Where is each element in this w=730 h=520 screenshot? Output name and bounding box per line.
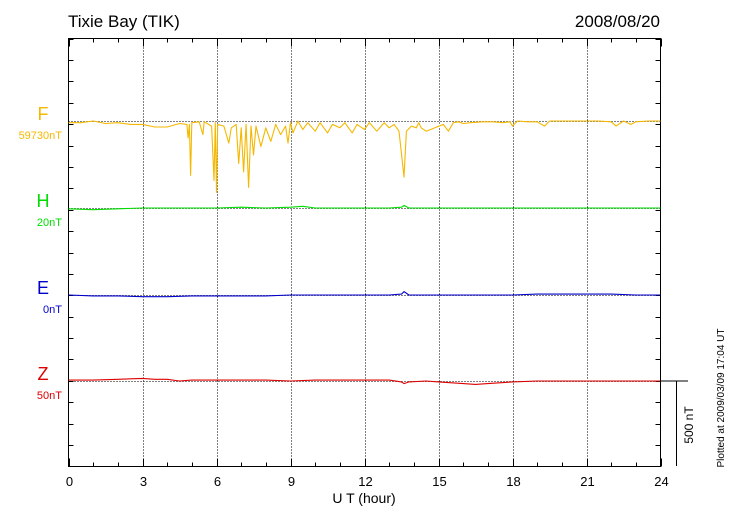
scale-bar: 500 nT <box>660 380 696 466</box>
x-tick-label: 6 <box>214 474 221 489</box>
series-labels: F 59730nT H 20nT E 0nT Z 50nT <box>19 104 63 402</box>
series-baseline-z: 50nT <box>37 390 62 402</box>
x-tick-label: 21 <box>580 474 594 489</box>
x-tick-label: 18 <box>506 474 520 489</box>
chart-date: 2008/08/20 <box>575 12 660 31</box>
x-tick-label: 9 <box>288 474 295 489</box>
plotted-note: Plotted at 2009/03/09 17:04 UT <box>716 329 727 468</box>
x-tick-label: 0 <box>66 474 73 489</box>
x-tick-label: 24 <box>654 474 668 489</box>
series-line-f <box>68 120 661 193</box>
series-baseline-e: 0nT <box>43 304 62 316</box>
x-tick-label: 15 <box>432 474 446 489</box>
series-group <box>68 120 661 385</box>
series-name-h: H <box>37 191 50 211</box>
series-line-h <box>68 204 661 211</box>
x-tick-label: 12 <box>358 474 372 489</box>
series-name-z: Z <box>38 364 49 384</box>
series-line-z <box>68 377 661 385</box>
x-tick-label: 3 <box>140 474 147 489</box>
series-name-e: E <box>37 278 49 298</box>
scale-bar-label: 500 nT <box>682 406 696 444</box>
plot-frame <box>68 38 661 467</box>
series-baseline-h: 20nT <box>37 217 62 229</box>
chart-title: Tixie Bay (TIK) <box>68 12 180 31</box>
series-name-f: F <box>38 104 49 124</box>
series-line-e <box>68 291 661 298</box>
x-axis-label: U T (hour) <box>332 490 395 506</box>
x-tick-labels: 0 3 6 9 12 15 18 21 24 <box>66 474 669 489</box>
gridlines <box>68 38 661 467</box>
series-baseline-f: 59730nT <box>19 130 63 142</box>
